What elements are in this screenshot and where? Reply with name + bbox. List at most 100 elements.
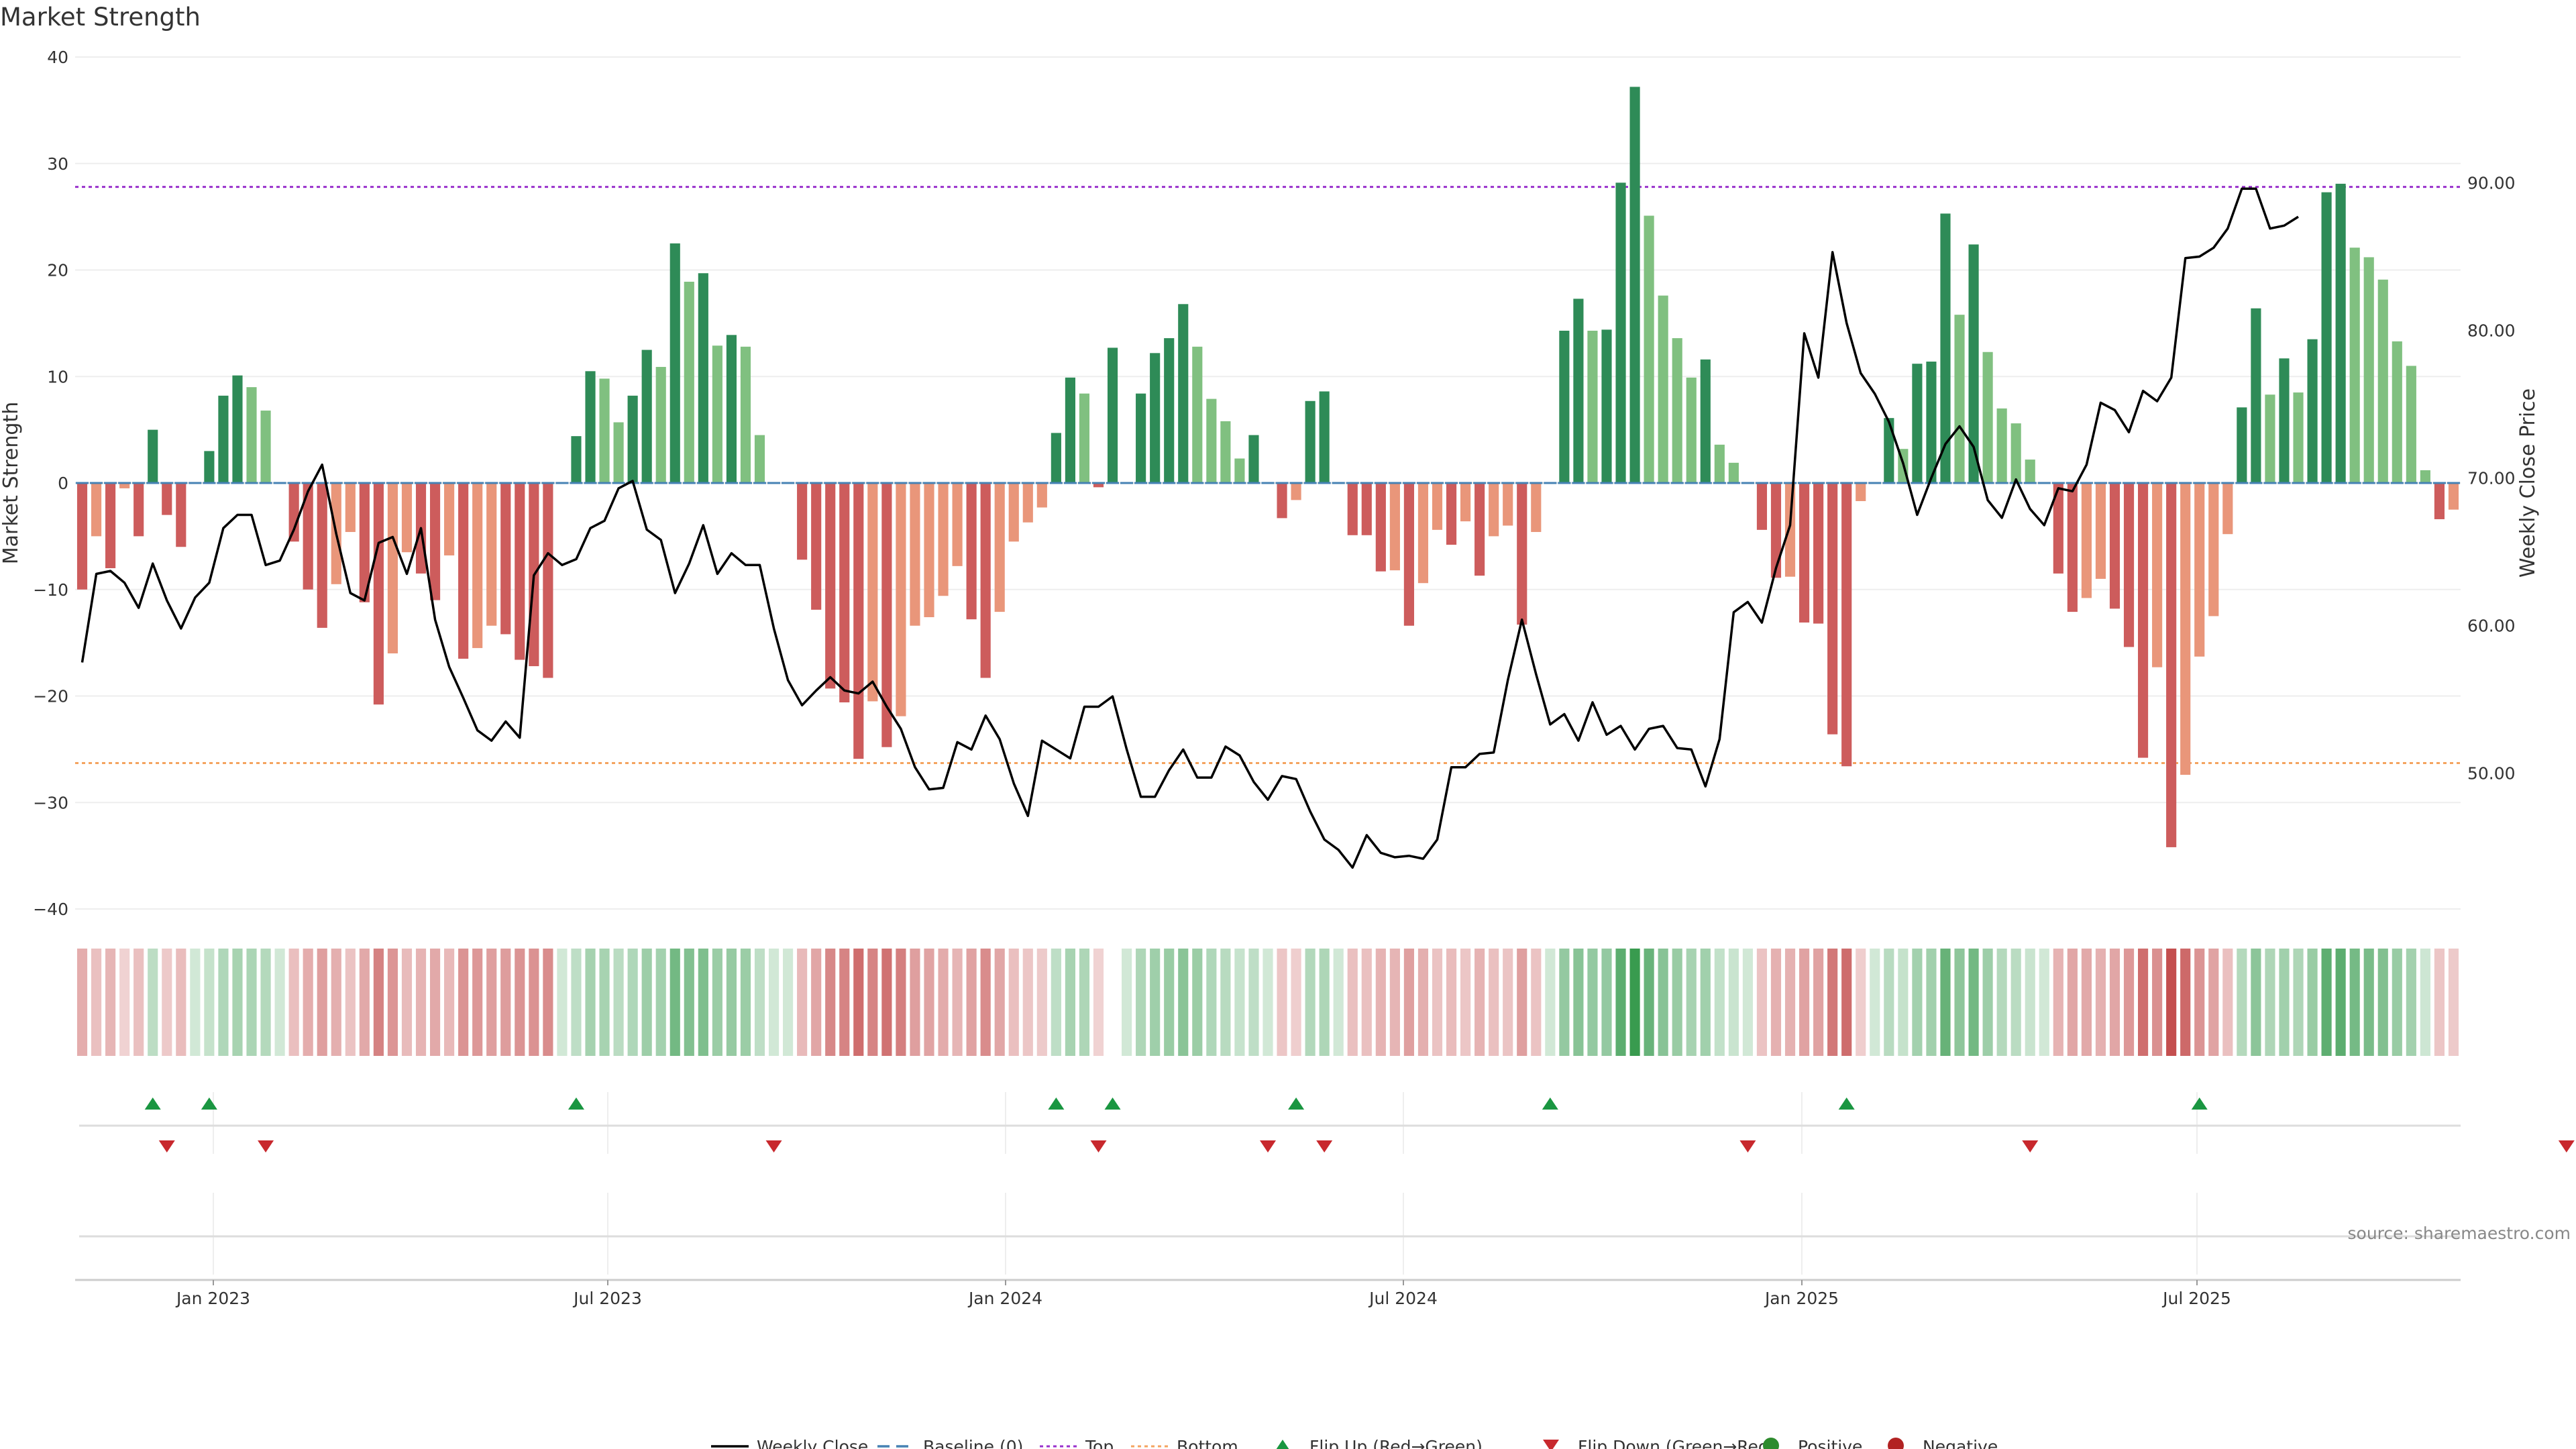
strength-bar [853, 483, 864, 759]
strength-bar [1164, 338, 1175, 483]
strength-bar [1220, 421, 1231, 483]
strength-bar [754, 435, 765, 483]
strength-bar [1841, 483, 1852, 767]
strength-bar [1347, 483, 1358, 535]
strength-bar [2321, 192, 2332, 483]
heat-cell [1742, 949, 1753, 1056]
heat-cell [2335, 949, 2346, 1056]
legend-item-flip_down: Flip Down (Green→Red) [1543, 1437, 1776, 1449]
heat-cell [1940, 949, 1951, 1056]
strength-bar [2180, 483, 2191, 775]
flip-up-marker [201, 1097, 217, 1110]
heat-cell [1799, 949, 1810, 1056]
heat-cell [2279, 949, 2290, 1056]
strength-bar [76, 483, 88, 590]
strength-bar [712, 345, 722, 483]
strength-bar [924, 483, 934, 618]
legend-item-baseline: Baseline (0) [877, 1437, 1023, 1449]
strength-bar [811, 483, 822, 610]
heat-cell [91, 949, 102, 1056]
heat-cell [1813, 949, 1824, 1056]
strength-bar [1686, 377, 1697, 483]
heat-cell [2363, 949, 2374, 1056]
strength-bar [585, 371, 596, 483]
left-axis-ticks: 40 30 20 10 0 −10 −20 −30 −40 [33, 48, 68, 919]
legend-label: Baseline (0) [923, 1437, 1023, 1449]
heat-cell [1827, 949, 1838, 1056]
y-right-label: Weekly Close Price [2516, 388, 2540, 578]
strength-bar [232, 375, 243, 483]
heat-cell [1008, 949, 1019, 1056]
flip-up-marker [1104, 1097, 1121, 1110]
heat-cell [1870, 949, 1880, 1056]
legend-symbol [1888, 1438, 1904, 1449]
y-left-tick: 0 [58, 474, 68, 493]
heat-cell [359, 949, 370, 1056]
heat-cell [1277, 949, 1287, 1056]
strength-heat-strip [76, 949, 2459, 1056]
strength-bar [2081, 483, 2092, 598]
strength-bar [2265, 394, 2275, 483]
strength-bar [218, 395, 229, 483]
heat-cell [1503, 949, 1513, 1056]
heat-cell [1982, 949, 1993, 1056]
strength-bar [980, 483, 991, 678]
heat-cell [1319, 949, 1330, 1056]
x-tick-label: Jul 2023 [572, 1289, 642, 1308]
heat-cell [1248, 949, 1259, 1056]
heat-cell [1573, 949, 1584, 1056]
heat-cell [2180, 949, 2191, 1056]
heat-cell [1559, 949, 1570, 1056]
strength-bar [1644, 215, 1654, 483]
heat-cell [2321, 949, 2332, 1056]
strength-bar [515, 483, 525, 660]
flip-down-marker [1316, 1140, 1333, 1152]
heat-cell [1375, 949, 1386, 1056]
flip-up-marker [568, 1097, 584, 1110]
heat-cell [303, 949, 313, 1056]
strength-bar [1036, 483, 1047, 508]
strength-bar [1573, 299, 1584, 483]
heat-cell [260, 949, 271, 1056]
legend-label: Bottom [1177, 1437, 1238, 1449]
heat-cell [2067, 949, 2078, 1056]
strength-bar [1601, 329, 1612, 483]
legend-item-negative: Negative [1888, 1437, 1998, 1449]
heat-cell [1192, 949, 1203, 1056]
strength-bar [1022, 483, 1033, 523]
heat-cell [557, 949, 568, 1056]
strength-bar [1192, 346, 1203, 483]
strength-bar [500, 483, 511, 635]
heat-cell [1784, 949, 1796, 1056]
heat-cell [2237, 949, 2247, 1056]
strength-bar [2406, 366, 2416, 483]
flip-markers-panel [79, 1092, 2575, 1154]
heat-cell [2406, 949, 2416, 1056]
strength-bar [458, 483, 469, 659]
heat-cell [1474, 949, 1485, 1056]
strength-bar [726, 335, 737, 483]
strength-bar [1940, 213, 1951, 483]
strength-bar [627, 395, 638, 483]
x-axis-ticks: Jan 2023 Jul 2023 Jan 2024 Jul 2024 Jan 2025… [75, 1279, 2461, 1308]
strength-bar [1672, 338, 1682, 483]
flip-up-marker [144, 1097, 161, 1110]
strength-bar [1968, 244, 1979, 483]
strength-bar [2010, 423, 2021, 483]
strength-bar [2434, 483, 2445, 519]
heat-cell [994, 949, 1005, 1056]
flip-up-marker [1288, 1097, 1305, 1110]
heat-cell [754, 949, 765, 1056]
strength-bar [1856, 483, 1866, 501]
heat-cell [2448, 949, 2459, 1056]
heat-cell [1531, 949, 1542, 1056]
strength-bar [543, 483, 553, 678]
heat-cell [825, 949, 836, 1056]
heat-cell [274, 949, 285, 1056]
strength-bar [1728, 462, 1739, 483]
heat-cell [1206, 949, 1217, 1056]
strength-bar [881, 483, 892, 747]
y-right-tick: 70.00 [2467, 469, 2516, 488]
strength-bar [1982, 352, 1993, 483]
